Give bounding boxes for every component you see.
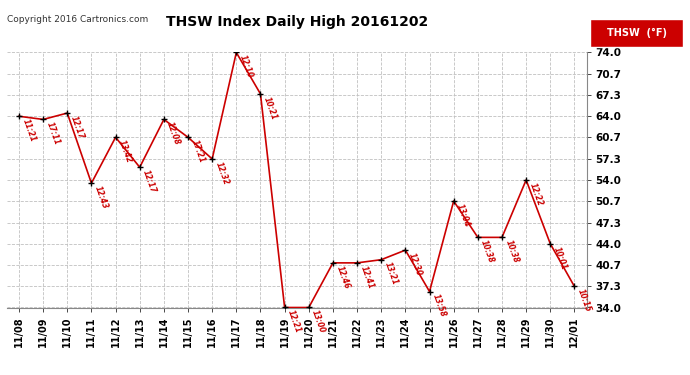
Text: 12:08: 12:08 — [166, 121, 182, 147]
Text: 12:17: 12:17 — [69, 114, 86, 140]
Text: 10:38: 10:38 — [480, 239, 496, 264]
Text: THSW Index Daily High 20161202: THSW Index Daily High 20161202 — [166, 15, 428, 29]
Text: 12:22: 12:22 — [528, 182, 544, 207]
Text: 12:30: 12:30 — [407, 252, 424, 277]
Text: 10:21: 10:21 — [262, 95, 279, 121]
Text: 12:21: 12:21 — [286, 309, 303, 334]
Text: 10:38: 10:38 — [504, 239, 520, 264]
Text: 10:15: 10:15 — [576, 288, 593, 314]
Text: 17:21: 17:21 — [190, 139, 206, 164]
Text: 12:32: 12:32 — [214, 160, 230, 186]
Text: 13:21: 13:21 — [383, 261, 400, 287]
Text: 13:58: 13:58 — [431, 293, 448, 319]
Text: Copyright 2016 Cartronics.com: Copyright 2016 Cartronics.com — [7, 15, 148, 24]
Text: 17:11: 17:11 — [45, 121, 61, 147]
Text: 13:04: 13:04 — [455, 202, 472, 228]
Text: 12:41: 12:41 — [359, 264, 375, 290]
Text: 12:17: 12:17 — [141, 169, 158, 194]
Text: 12:10: 12:10 — [238, 54, 255, 80]
Text: 13:42: 13:42 — [117, 139, 134, 164]
Text: 12:43: 12:43 — [93, 184, 110, 210]
Text: 12:46: 12:46 — [335, 264, 351, 290]
Text: 11:21: 11:21 — [21, 118, 37, 143]
Text: 13:00: 13:00 — [310, 309, 327, 334]
Text: 10:01: 10:01 — [552, 245, 569, 271]
Text: THSW  (°F): THSW (°F) — [607, 28, 667, 38]
